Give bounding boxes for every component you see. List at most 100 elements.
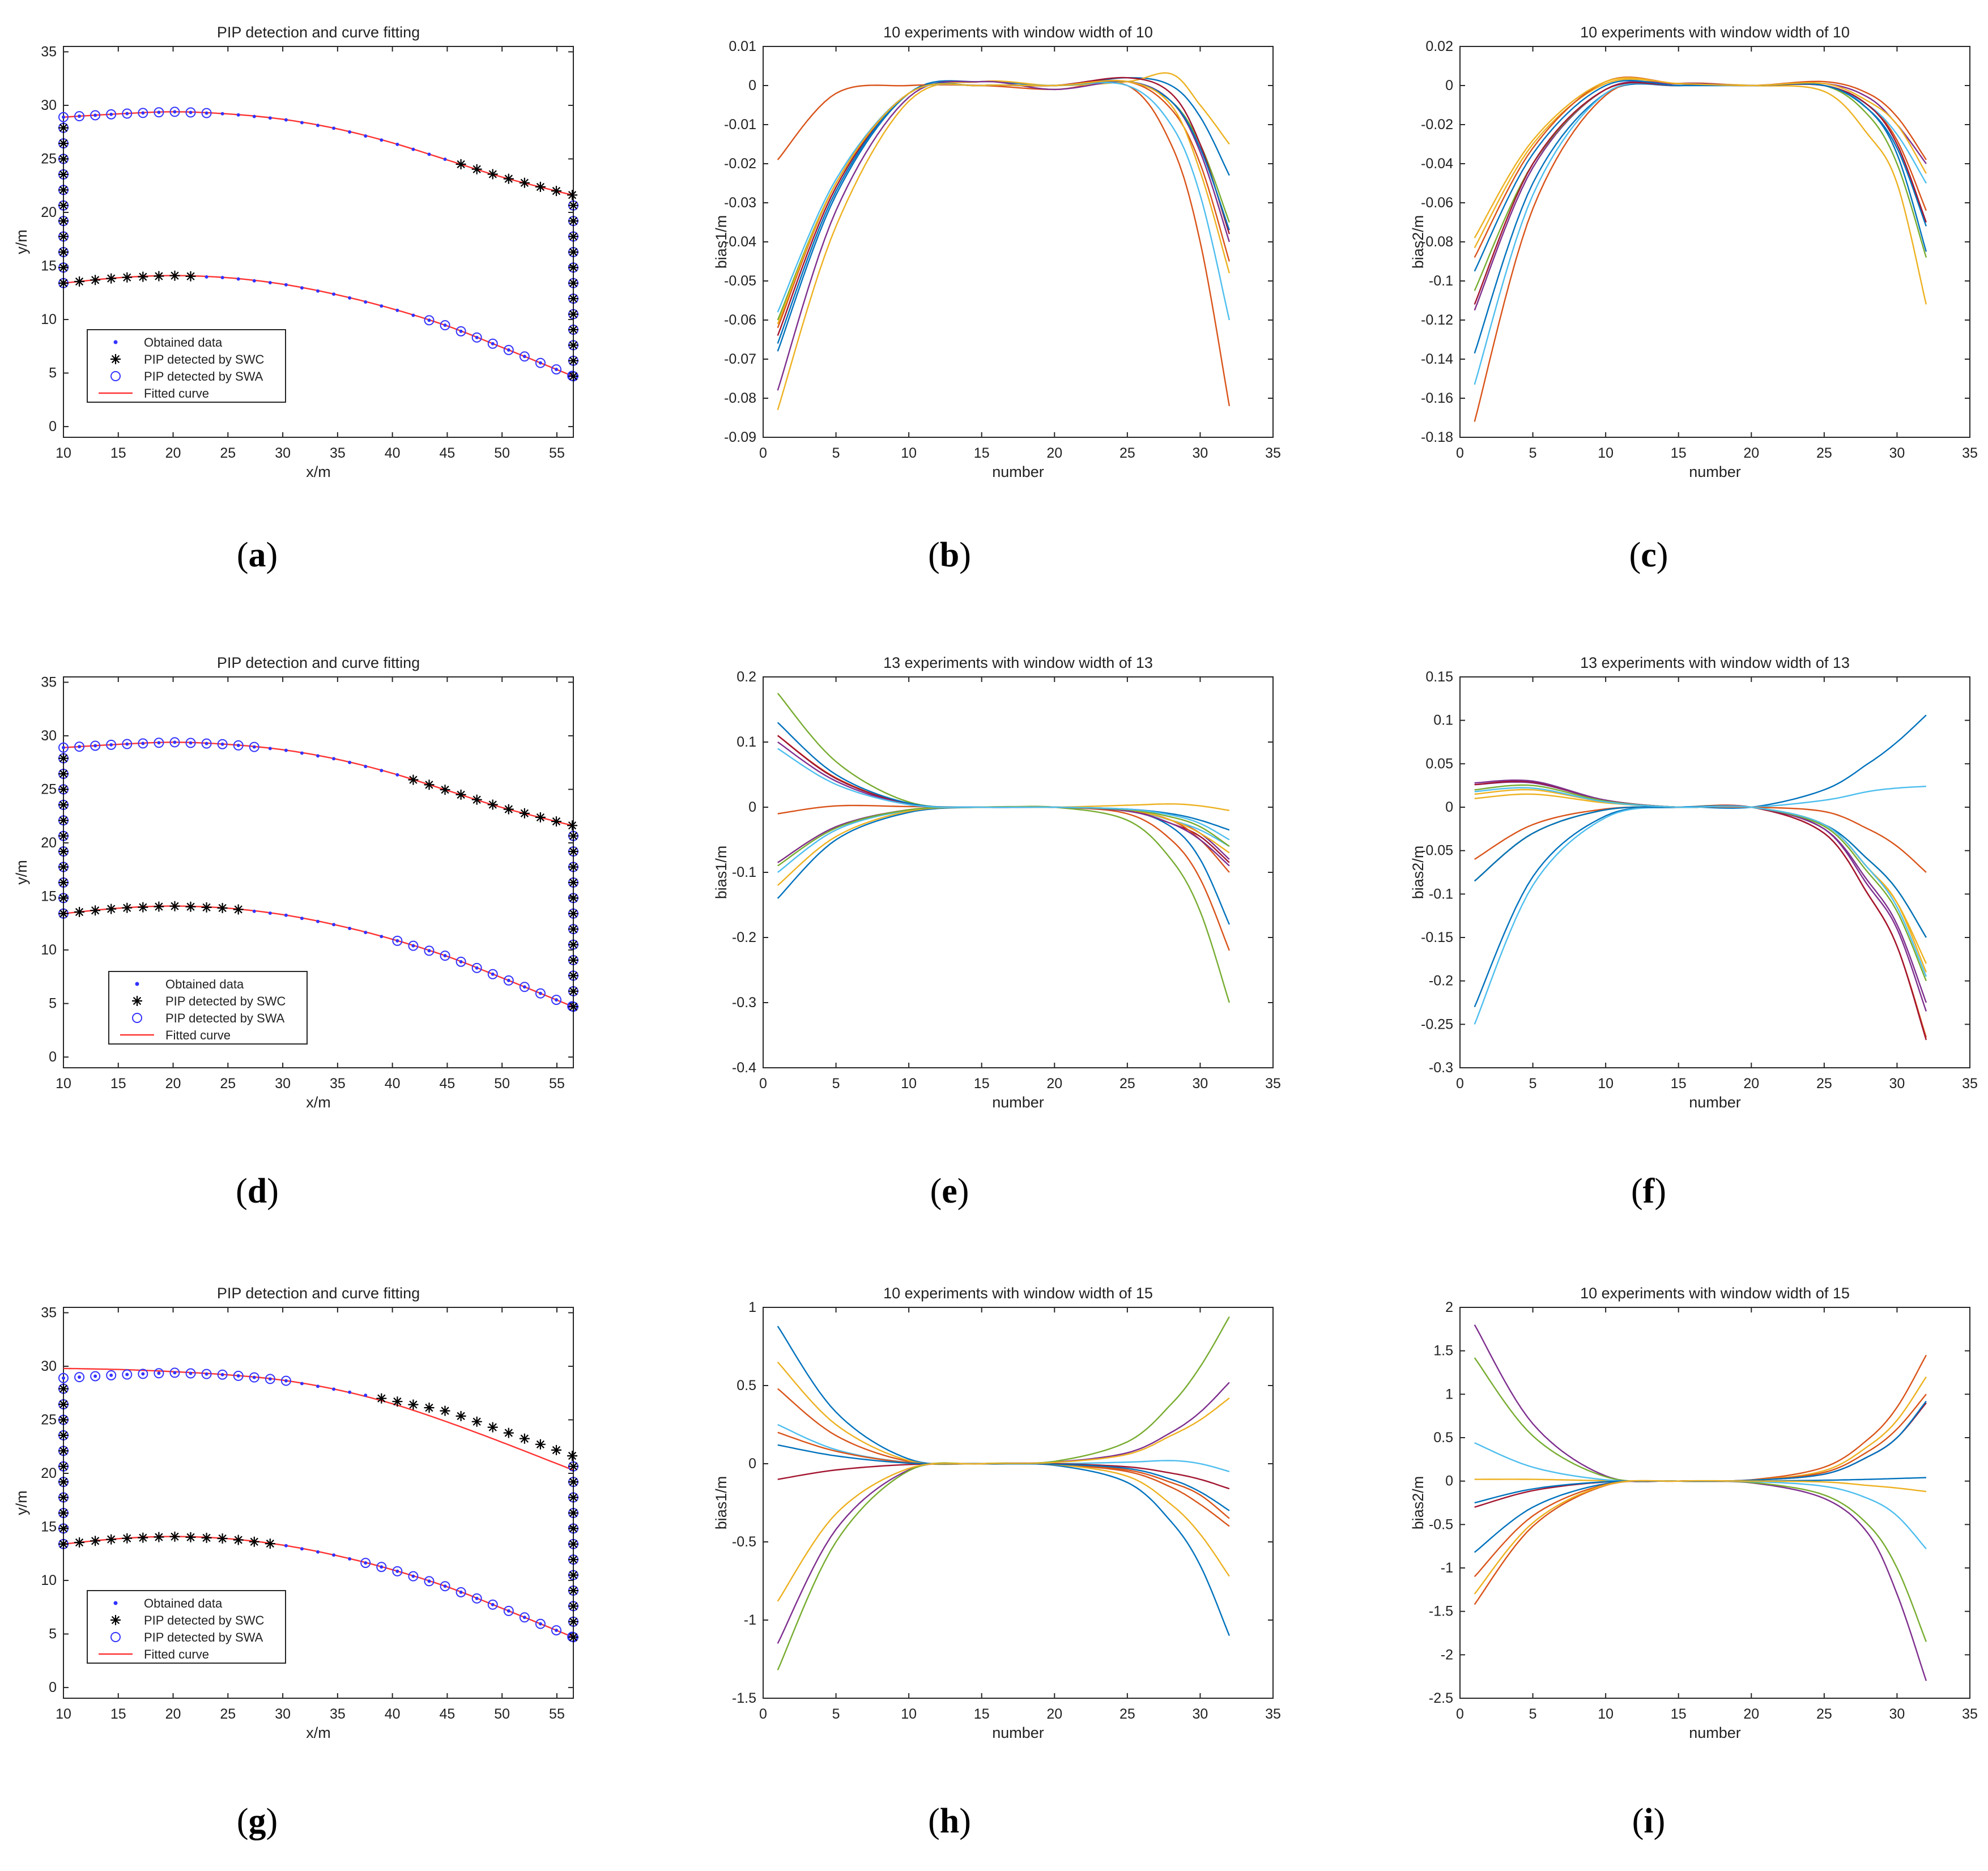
- x-tick-label: 20: [165, 445, 181, 461]
- swc-marker: [503, 173, 514, 184]
- swc-marker: [551, 816, 561, 827]
- x-axis-label: number: [1689, 1724, 1741, 1741]
- obtained-data-point: [220, 742, 224, 746]
- y-axis-label: bias2/m: [1410, 215, 1427, 269]
- x-tick-label: 25: [1816, 1706, 1832, 1722]
- legend-label: PIP detected by SWA: [165, 1011, 285, 1025]
- x-tick-label: 15: [1671, 1706, 1687, 1722]
- swc-marker: [122, 272, 133, 283]
- obtained-data-point: [300, 286, 304, 290]
- x-tick-label: 15: [974, 1706, 990, 1722]
- obtained-data-point: [380, 1565, 384, 1569]
- x-tick-label: 10: [901, 1076, 917, 1092]
- swc-marker: [58, 830, 69, 841]
- obtained-data-point: [300, 1547, 304, 1551]
- chart-title: 13 experiments with window width of 13: [1580, 654, 1850, 671]
- x-axis-label: number: [1689, 463, 1741, 480]
- swc-marker: [90, 1536, 101, 1546]
- obtained-data-point: [475, 1596, 479, 1600]
- obtained-data-point: [538, 1622, 542, 1626]
- y-axis-label: y/m: [13, 1490, 30, 1515]
- y-tick-label: 30: [41, 1358, 57, 1374]
- y-tick-label: 25: [41, 1412, 57, 1427]
- y-axis-label: bias1/m: [713, 215, 730, 269]
- swa-marker: [58, 112, 69, 122]
- swc-marker: [519, 1433, 530, 1444]
- x-tick-label: 35: [1962, 445, 1978, 461]
- swc-marker: [58, 815, 69, 826]
- x-tick-label: 55: [549, 1706, 565, 1722]
- obtained-data-point: [443, 323, 447, 327]
- obtained-data-point: [93, 1374, 97, 1378]
- obtained-data-point: [506, 978, 510, 982]
- y-tick-label: 0.5: [737, 1378, 756, 1393]
- obtained-data-point: [205, 1372, 208, 1376]
- swa-marker: [201, 1369, 212, 1379]
- swc-marker: [106, 903, 117, 914]
- obtained-data-point: [538, 361, 542, 365]
- swc-marker: [58, 1446, 69, 1456]
- swc-marker: [568, 1001, 578, 1012]
- chart-f: 13 experiments with window width of 13 nu…: [1410, 654, 1978, 1111]
- chart-i: 10 experiments with window width of 15 nu…: [1410, 1285, 1978, 1741]
- obtained-data-point: [284, 913, 288, 917]
- obtained-data-point: [411, 147, 415, 151]
- swa-marker: [169, 737, 180, 748]
- obtained-data-point: [395, 1569, 399, 1573]
- swc-marker: [392, 1396, 403, 1407]
- legend-label: PIP detected by SWC: [144, 1613, 264, 1627]
- y-tick-label: 0: [748, 78, 756, 93]
- obtained-data-point: [316, 1550, 320, 1554]
- y-axis-label: bias1/m: [713, 846, 730, 900]
- obtained-data-point: [555, 368, 558, 372]
- obtained-data-point: [380, 138, 384, 142]
- x-tick-label: 0: [1456, 1076, 1464, 1092]
- chart-h: 10 experiments with window width of 15 nu…: [713, 1285, 1281, 1741]
- obtained-data-point: [300, 917, 304, 920]
- swc-marker: [535, 181, 546, 192]
- x-tick-label: 0: [1456, 1706, 1464, 1722]
- obtained-data-point: [316, 289, 320, 293]
- x-tick-label: 35: [1265, 445, 1281, 461]
- swa-marker: [424, 1576, 435, 1587]
- swa-marker: [233, 740, 244, 751]
- y-tick-label: -1: [744, 1612, 756, 1628]
- obtained-data-point: [491, 972, 495, 976]
- y-tick-label: -0.12: [1421, 312, 1453, 328]
- legend-label: Obtained data: [165, 977, 244, 991]
- x-tick-label: 55: [549, 445, 565, 461]
- y-tick-label: -0.1: [732, 864, 756, 880]
- swa-marker: [535, 1618, 546, 1629]
- y-tick-label: -0.02: [1421, 117, 1453, 133]
- swa-marker: [185, 1368, 196, 1379]
- obtained-data-point: [332, 126, 336, 130]
- obtained-data-point: [109, 743, 113, 747]
- y-tick-label: 0.15: [1425, 669, 1453, 685]
- obtained-data-point: [491, 1603, 495, 1606]
- swa-marker: [456, 956, 466, 967]
- swc-marker: [58, 1461, 69, 1472]
- obtained-data-point: [236, 1374, 240, 1378]
- obtained-data-point: [284, 283, 288, 287]
- y-tick-label: -0.04: [724, 234, 756, 250]
- swc-marker: [58, 1508, 69, 1518]
- obtained-data-point: [364, 1561, 368, 1565]
- swc-marker: [58, 1538, 69, 1549]
- chart-b: 10 experiments with window width of 10 nu…: [713, 24, 1281, 480]
- y-tick-label: 5: [49, 996, 57, 1012]
- legend-symbol-data: [113, 1601, 118, 1605]
- y-tick-label: 0.02: [1425, 39, 1453, 54]
- swa-marker: [138, 1369, 148, 1379]
- y-tick-label: 0: [49, 419, 57, 434]
- swc-marker: [487, 1422, 498, 1433]
- obtained-data-point: [427, 949, 431, 953]
- swc-marker: [58, 231, 69, 242]
- swc-marker: [568, 355, 578, 366]
- x-tick-label: 55: [549, 1076, 565, 1092]
- obtained-data-point: [125, 1373, 129, 1376]
- swa-marker: [424, 945, 435, 956]
- plot-area: [763, 46, 1274, 438]
- swc-marker: [106, 1534, 117, 1545]
- swa-marker: [74, 741, 85, 752]
- swc-marker: [154, 1532, 164, 1542]
